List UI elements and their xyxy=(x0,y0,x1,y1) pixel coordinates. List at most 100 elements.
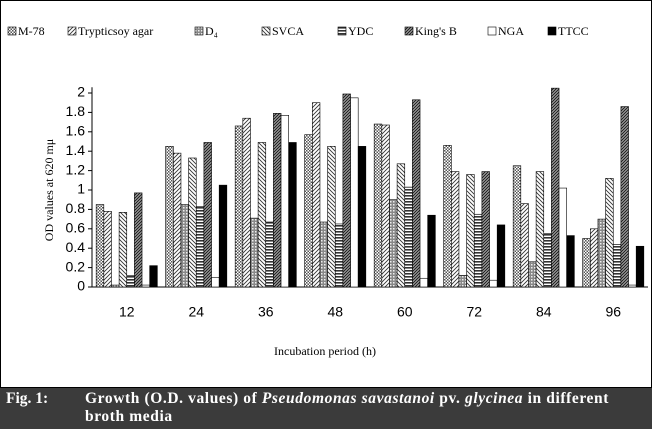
bar xyxy=(628,284,637,288)
x-tick-label: 48 xyxy=(327,304,343,320)
legend-label: TTCC xyxy=(558,24,589,38)
bar xyxy=(342,93,351,288)
x-tick-label: 72 xyxy=(466,304,482,320)
x-axis-label: Incubation period (h) xyxy=(274,344,376,358)
bar xyxy=(334,223,344,288)
caption-text: Growth (O.D. values) of Pseudomonas sava… xyxy=(85,390,648,426)
bar xyxy=(304,134,313,288)
legend-swatch xyxy=(547,26,557,36)
legend-swatch xyxy=(261,26,271,36)
caption-part: Pseudomonas savastanoi xyxy=(261,390,435,407)
bar xyxy=(265,221,274,288)
bar xyxy=(373,123,383,288)
bar xyxy=(234,125,244,288)
bar xyxy=(535,171,545,288)
chart: OD values at 620 mμ Incubation period (h… xyxy=(0,0,652,388)
bar xyxy=(203,142,212,288)
bar xyxy=(126,275,135,288)
legend-label: YDC xyxy=(348,24,373,38)
bar xyxy=(597,218,606,288)
legend-swatch xyxy=(194,26,204,36)
bar xyxy=(103,211,112,288)
y-tick-label: 1 xyxy=(77,181,85,197)
x-tick-label: 60 xyxy=(397,304,413,320)
bar xyxy=(512,165,522,288)
bar xyxy=(357,146,367,288)
bar xyxy=(412,99,421,288)
bar xyxy=(489,279,498,288)
bar xyxy=(141,284,150,288)
caption: Fig. 1: Growth (O.D. values) of Pseudomo… xyxy=(0,388,652,429)
y-tick-label: 0.6 xyxy=(66,220,86,236)
y-tick-label: 0.2 xyxy=(66,258,86,274)
legend-swatch xyxy=(67,26,77,36)
y-tick-label: 1.6 xyxy=(66,123,86,139)
legend-swatch xyxy=(7,26,17,36)
bar xyxy=(180,204,189,288)
bar xyxy=(211,276,220,288)
bar xyxy=(566,235,575,288)
bar xyxy=(396,163,406,288)
bar xyxy=(443,145,452,288)
y-tick-label: 2 xyxy=(77,84,85,100)
caption-part: pv. xyxy=(434,390,465,407)
legend-label: King's B xyxy=(415,24,457,38)
caption-part: in different broth media xyxy=(85,390,610,425)
caption-label: Fig. 1: xyxy=(6,390,49,407)
bar xyxy=(427,214,436,288)
bar xyxy=(620,106,629,288)
bar xyxy=(165,146,174,288)
y-axis-label: OD values at 620 mμ xyxy=(42,139,56,241)
bar xyxy=(419,277,428,288)
bar xyxy=(481,171,490,288)
legend-label: SVCA xyxy=(272,24,304,38)
bar xyxy=(280,115,289,288)
caption-part: Growth (O.D. values) of xyxy=(85,390,262,407)
bar xyxy=(218,184,228,288)
bar xyxy=(528,261,537,288)
bar xyxy=(173,152,182,288)
bar xyxy=(250,217,259,288)
bar xyxy=(95,204,105,288)
legend-swatch xyxy=(337,26,347,36)
bar xyxy=(582,238,591,288)
bar xyxy=(319,221,328,288)
bar xyxy=(473,213,483,288)
bar xyxy=(242,117,251,288)
x-tick-label: 84 xyxy=(536,304,552,320)
bar xyxy=(111,284,120,288)
legend-label: D₄ xyxy=(205,24,218,38)
y-tick-label: 1.2 xyxy=(66,161,86,177)
bar xyxy=(543,233,552,288)
y-tick-label: 1.8 xyxy=(66,103,86,119)
bar xyxy=(381,124,390,288)
bar xyxy=(590,228,599,288)
caption-part: glycinea xyxy=(464,390,524,407)
legend-label: NGA xyxy=(498,24,524,38)
y-tick-label: 0.8 xyxy=(66,200,86,216)
bar xyxy=(558,187,567,288)
bar xyxy=(520,203,529,288)
bar xyxy=(496,224,506,288)
legend-label: M-78 xyxy=(18,24,45,38)
x-tick-label: 36 xyxy=(258,304,274,320)
bar xyxy=(605,178,614,288)
bar xyxy=(458,275,467,288)
y-tick-label: 0.4 xyxy=(66,239,86,255)
bar xyxy=(195,206,205,288)
bar xyxy=(466,174,475,288)
bar xyxy=(188,157,197,288)
legend-swatch xyxy=(487,26,497,36)
x-tick-label: 12 xyxy=(119,304,135,320)
x-tick-label: 24 xyxy=(188,304,204,320)
legend-swatch xyxy=(404,26,414,36)
bar xyxy=(118,212,128,288)
bar xyxy=(288,142,297,288)
bar xyxy=(327,146,336,288)
legend-label: Trypticsoy agar xyxy=(78,24,153,38)
bar xyxy=(404,186,413,288)
bar xyxy=(257,142,267,288)
x-tick-label: 96 xyxy=(605,304,621,320)
bar xyxy=(312,102,321,288)
bar xyxy=(389,199,398,288)
